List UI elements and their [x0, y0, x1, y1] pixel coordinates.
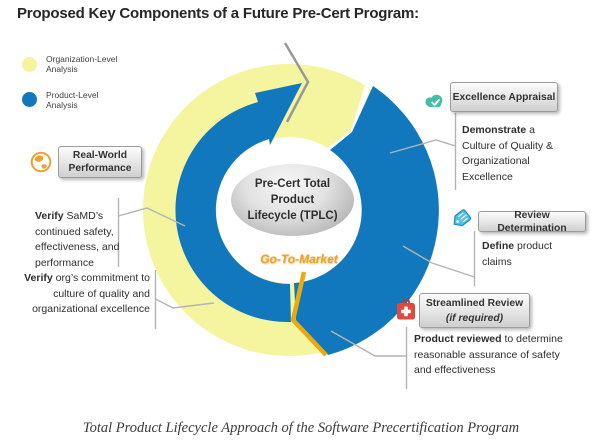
connector-review	[402, 245, 475, 278]
figure-caption: Total Product Lifecycle Approach of the …	[82, 420, 520, 436]
realworld-description: Verify SaMD’s continued safety, effectiv…	[35, 210, 120, 269]
first-aid-kit-icon	[397, 299, 415, 320]
organization-level-swatch	[22, 57, 37, 72]
streamlined-review-chip-label: Streamlined Review	[425, 297, 524, 309]
real-world-performance-chip-label: Real-World Performance	[68, 150, 132, 174]
product-level-label: Product-Level Analysis	[46, 90, 99, 110]
review-determination-chip: Review Determination	[478, 209, 586, 234]
go-to-market-label: Go-To-Market	[260, 252, 338, 266]
cycle-start-chevron-icon	[283, 42, 310, 123]
organization-level-label: Organization-Level Analysis	[46, 54, 118, 74]
product-level-swatch	[22, 92, 37, 107]
streamlined-description: Product reviewed to determine reasonable…	[414, 333, 563, 376]
streamlined-review-chip: Streamlined Review (if required)	[419, 293, 530, 328]
connector-lines	[117, 113, 476, 389]
connector-excellence	[389, 139, 456, 154]
center-ellipse: Pre-Cert Total Product Lifecycle (TPLC)	[231, 164, 354, 236]
streamlined-review-chip-sublabel: (if required)	[445, 312, 504, 324]
connector-org-commitment	[155, 298, 215, 309]
page-title: Proposed Key Components of a Future Pre-…	[17, 5, 419, 22]
excellence-appraisal-chip-label: Excellence Appraisal	[452, 91, 556, 103]
product-arc-right	[294, 86, 439, 355]
review-determination-chip-label: Review Determination	[497, 209, 567, 234]
review-description: Define product claims	[482, 240, 553, 268]
cloud-check-icon	[425, 94, 443, 107]
connector-realworld	[118, 207, 186, 227]
org-commitment-description: Verify org’s commitment to culture of qu…	[24, 272, 150, 315]
center-label-line1: Pre-Cert Total	[254, 178, 331, 190]
globe-icon	[30, 151, 52, 173]
center-label-line2: Product	[270, 194, 315, 206]
connector-streamlined	[330, 330, 407, 357]
go-to-market-marker-icon	[290, 271, 328, 357]
excellence-description: Demonstrate a Culture of Quality & Organ…	[462, 124, 554, 183]
real-world-performance-chip: Real-World Performance	[58, 146, 142, 178]
center-label-line3: Lifecycle (TPLC)	[247, 210, 338, 222]
excellence-appraisal-chip: Excellence Appraisal	[450, 82, 558, 112]
product-arc-left	[175, 83, 302, 323]
price-tag-icon	[453, 209, 472, 227]
